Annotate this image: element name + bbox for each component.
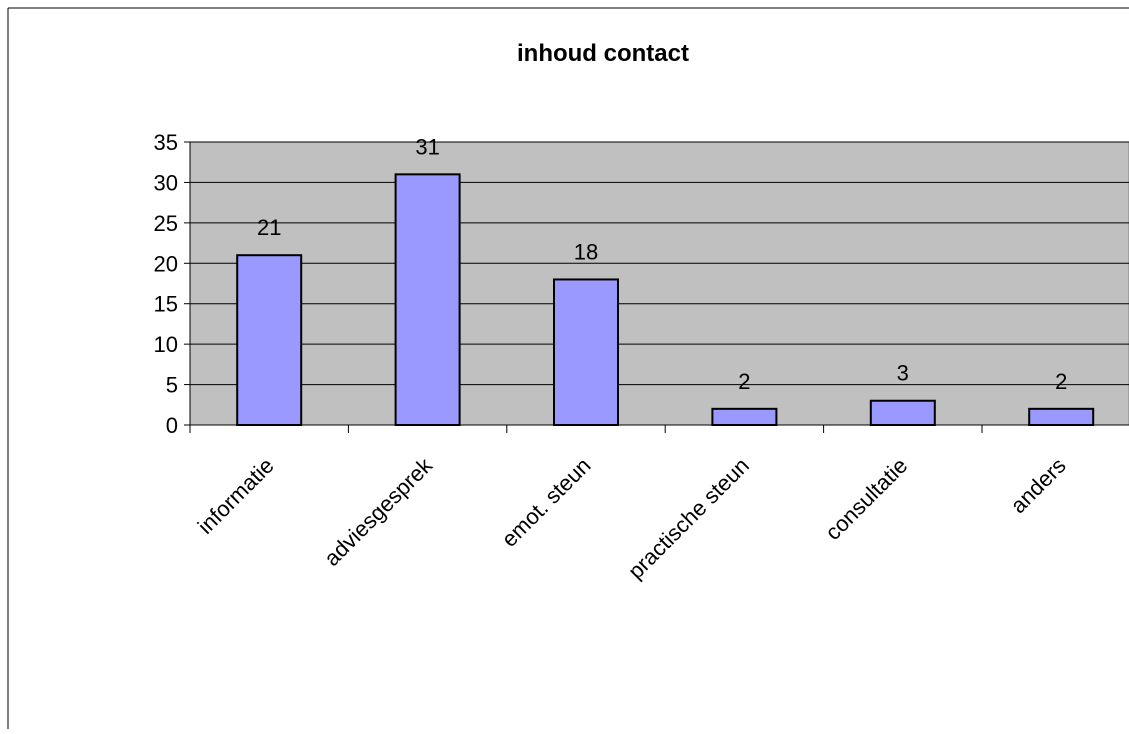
x-tick-label: adviesgesprek [319,452,438,571]
x-tick-label: consultatie [820,453,912,545]
x-tick-label: anders [1005,453,1070,518]
data-labels: 21 31 18 2 3 2 [257,134,1067,393]
y-tick-labels: 0 5 10 15 20 25 30 35 [154,130,178,438]
y-tick-label: 35 [154,130,178,155]
x-tick-label: practische steun [623,453,754,584]
y-tick-label: 20 [154,251,178,276]
y-tick-label: 15 [154,292,178,317]
axes [184,141,1129,433]
plot-area [189,141,1129,426]
bar [711,407,778,427]
data-label: 2 [1055,369,1067,394]
bar [236,254,303,426]
chart-title: inhoud contact [517,40,689,67]
y-tick-label: 0 [166,413,178,438]
bar [1028,407,1095,427]
bar [869,399,936,427]
data-label: 18 [574,239,598,264]
x-tick-labels: informatie adviesgesprek emot. steun practi… [193,452,1071,584]
y-tick-label: 5 [166,373,178,398]
x-tick-label: emot. steun [497,453,596,552]
grid-lines [190,141,1129,386]
bar [394,173,461,426]
data-label: 31 [415,134,439,159]
y-tick-label: 10 [154,332,178,357]
data-label: 21 [257,215,281,240]
y-tick-label: 30 [154,170,178,195]
bars [236,173,1095,427]
data-label: 3 [897,361,909,386]
y-tick-label: 25 [154,211,178,236]
x-tick-label: informatie [193,453,279,539]
data-label: 2 [738,369,750,394]
bar [553,278,619,427]
